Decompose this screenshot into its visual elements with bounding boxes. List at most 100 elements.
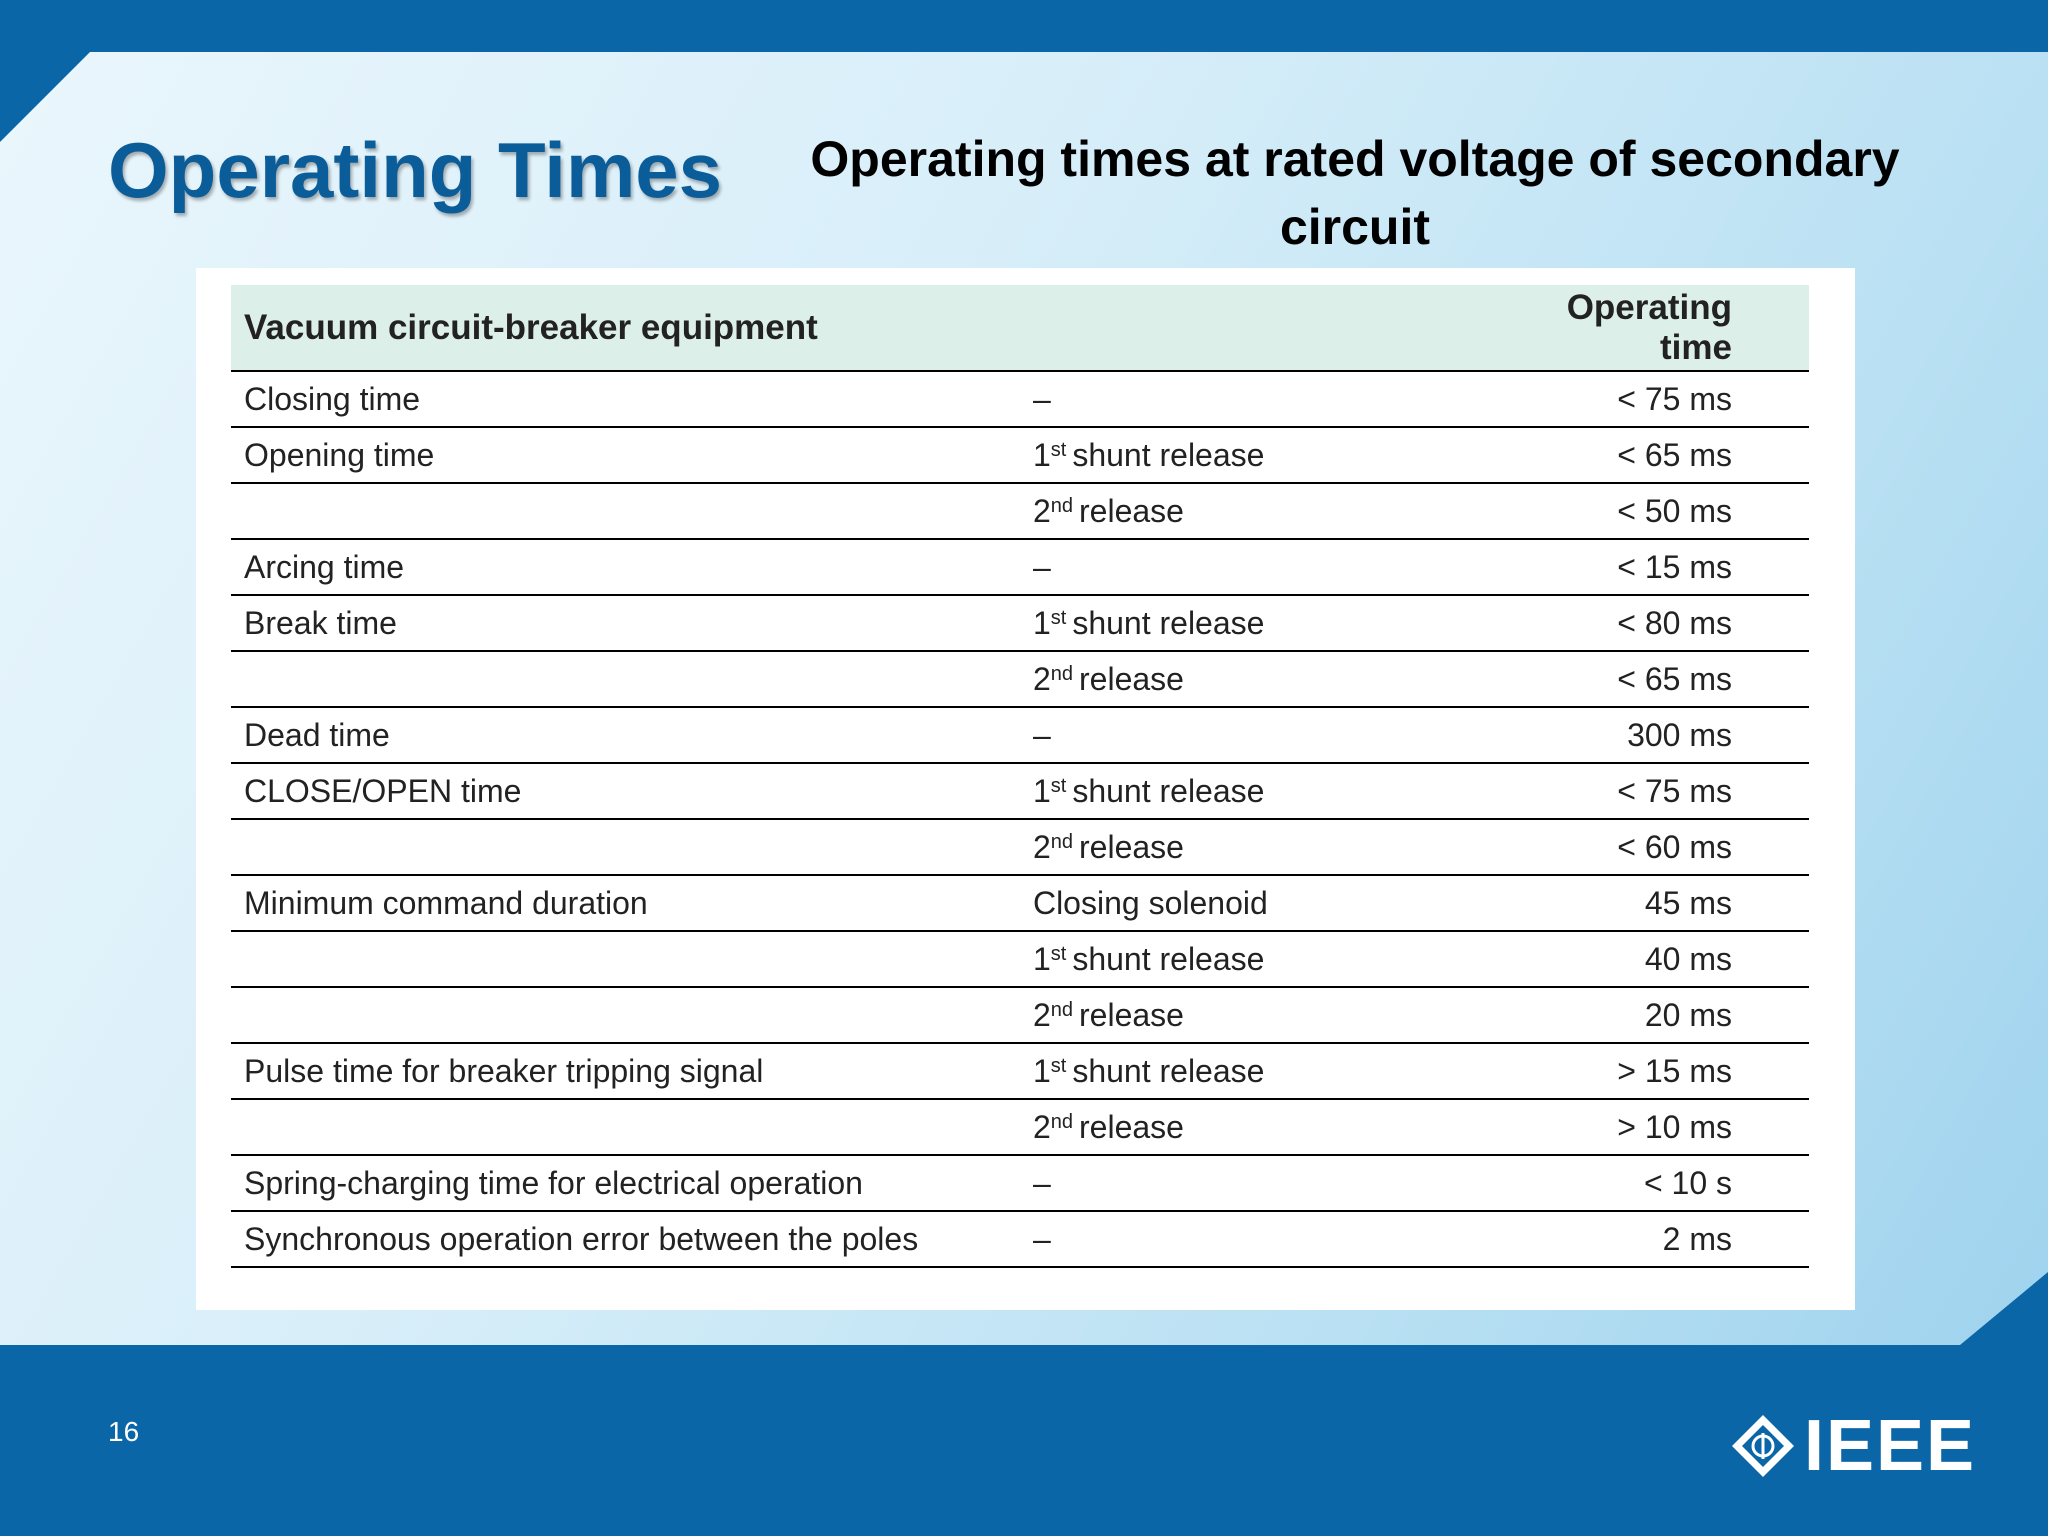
table-row: Synchronous operation error between the … xyxy=(231,1211,1809,1268)
slide-subtitle: Operating times at rated voltage of seco… xyxy=(810,131,1900,255)
table-cell: – xyxy=(1032,371,1566,428)
cell-text: shunt release xyxy=(1072,1052,1265,1089)
table-cell: 40 ms xyxy=(1565,931,1809,988)
table-row: 2nd release < 65 ms xyxy=(231,651,1809,708)
table-cell: 20 ms xyxy=(1565,987,1809,1044)
table-cell xyxy=(231,931,1033,988)
ordinal-number: 2 xyxy=(1032,492,1051,529)
table-cell: 300 ms xyxy=(1565,707,1809,764)
ordinal-suffix: nd xyxy=(1050,662,1073,685)
table-cell: Synchronous operation error between the … xyxy=(231,1211,1033,1268)
cell-text: release xyxy=(1079,660,1184,697)
ordinal-number: 2 xyxy=(1032,1108,1051,1145)
ordinal-number: 1 xyxy=(1032,772,1051,809)
table-cell: < 10 s xyxy=(1565,1155,1809,1212)
table-cell: 2nd release xyxy=(1032,1099,1566,1156)
table-cell: < 65 ms xyxy=(1565,427,1809,484)
ordinal-suffix: nd xyxy=(1050,494,1073,517)
table-cell: Minimum command duration xyxy=(231,875,1033,932)
table-cell: Spring-charging time for electrical oper… xyxy=(231,1155,1033,1212)
ordinal-suffix: st xyxy=(1050,942,1067,965)
table-cell: < 65 ms xyxy=(1565,651,1809,708)
table-cell: 2nd release xyxy=(1032,483,1566,540)
logo: IEEE xyxy=(1730,1405,1976,1487)
table-row: Arcing time – < 15 ms xyxy=(231,539,1809,596)
table-cell: < 50 ms xyxy=(1565,483,1809,540)
ordinal-suffix: st xyxy=(1050,606,1067,629)
table-cell: Closing time xyxy=(231,371,1033,428)
table-cell: 2nd release xyxy=(1032,819,1566,876)
table-row: Break time 1st shunt release < 80 ms xyxy=(231,595,1809,652)
ordinal-number: 2 xyxy=(1032,828,1051,865)
table: Vacuum circuit-breaker equipment Operati… xyxy=(231,285,1809,1268)
table-cell: < 15 ms xyxy=(1565,539,1809,596)
table-cell xyxy=(231,1099,1033,1156)
table-row: 1st shunt release 40 ms xyxy=(231,931,1809,988)
ordinal-suffix: nd xyxy=(1050,998,1073,1021)
table-cell: < 75 ms xyxy=(1565,763,1809,820)
table-row: Closing time – < 75 ms xyxy=(231,371,1809,428)
table-cell: < 75 ms xyxy=(1565,371,1809,428)
table-cell: 1st shunt release xyxy=(1032,931,1566,988)
logo-text: IEEE xyxy=(1804,1406,1977,1486)
ordinal-suffix: st xyxy=(1050,774,1067,797)
cell-text: release xyxy=(1079,996,1184,1033)
cell-text: shunt release xyxy=(1072,940,1265,977)
table-header: Vacuum circuit-breaker equipment Operati… xyxy=(231,285,1809,372)
ordinal-number: 1 xyxy=(1032,940,1051,977)
ordinal-number: 1 xyxy=(1032,436,1051,473)
table-cell: – xyxy=(1032,1155,1566,1212)
table-cell: Opening time xyxy=(231,427,1033,484)
ordinal-suffix: nd xyxy=(1050,830,1073,853)
table-cell: 2 ms xyxy=(1565,1211,1809,1268)
logo-mark xyxy=(1732,1415,1794,1477)
cell-text: shunt release xyxy=(1072,436,1265,473)
column-header: Operating time xyxy=(1565,285,1809,372)
table-cell: – xyxy=(1032,1211,1566,1268)
table-cell: 45 ms xyxy=(1565,875,1809,932)
table-cell: 1st shunt release xyxy=(1032,427,1566,484)
table-row: 2nd release > 10 ms xyxy=(231,1099,1809,1156)
table-row: Dead time –300 ms xyxy=(231,707,1809,764)
table-cell: Dead time xyxy=(231,707,1033,764)
table-cell: – xyxy=(1032,539,1566,596)
table-row: Pulse time for breaker tripping signal 1s… xyxy=(231,1043,1809,1100)
table-cell: < 80 ms xyxy=(1565,595,1809,652)
table-cell: 2nd release xyxy=(1032,651,1566,708)
cell-text: shunt release xyxy=(1072,772,1265,809)
table-cell: Pulse time for breaker tripping signal xyxy=(231,1043,1033,1100)
table-cell: Arcing time xyxy=(231,539,1033,596)
table-cell: 1st shunt release xyxy=(1032,1043,1566,1100)
cell-text: release xyxy=(1079,492,1184,529)
ordinal-suffix: nd xyxy=(1050,1110,1073,1133)
table-row: 2nd release 20 ms xyxy=(231,987,1809,1044)
table-cell: – xyxy=(1032,707,1566,764)
table-row: Spring-charging time for electrical oper… xyxy=(231,1155,1809,1212)
table-row: 2nd release < 50 ms xyxy=(231,483,1809,540)
table-cell: < 60 ms xyxy=(1565,819,1809,876)
table-cell xyxy=(231,819,1033,876)
table-row: Minimum command duration Closing solenoid… xyxy=(231,875,1809,932)
table-cell: CLOSE/OPEN time xyxy=(231,763,1033,820)
column-header: Vacuum circuit-breaker equipment xyxy=(231,285,1566,372)
ordinal-number: 1 xyxy=(1032,1052,1051,1089)
table-row: 2nd release < 60 ms xyxy=(231,819,1809,876)
table-cell: > 15 ms xyxy=(1565,1043,1809,1100)
table-row: Opening time 1st shunt release < 65 ms xyxy=(231,427,1809,484)
table-cell: Closing solenoid xyxy=(1032,875,1566,932)
table-cell: 1st shunt release xyxy=(1032,763,1566,820)
ordinal-suffix: st xyxy=(1050,1054,1067,1077)
table-cell: > 10 ms xyxy=(1565,1099,1809,1156)
table-row: CLOSE/OPEN time 1st shunt release < 75 ms xyxy=(231,763,1809,820)
table-cell: 2nd release xyxy=(1032,987,1566,1044)
ordinal-number: 1 xyxy=(1032,604,1051,641)
page-number: 16 xyxy=(108,1416,140,1447)
table-cell xyxy=(231,651,1033,708)
cell-text: shunt release xyxy=(1072,604,1265,641)
table-cell: Break time xyxy=(231,595,1033,652)
table-cell xyxy=(231,483,1033,540)
ordinal-number: 2 xyxy=(1032,996,1051,1033)
ordinal-suffix: st xyxy=(1050,438,1067,461)
table-cell: 1st shunt release xyxy=(1032,595,1566,652)
